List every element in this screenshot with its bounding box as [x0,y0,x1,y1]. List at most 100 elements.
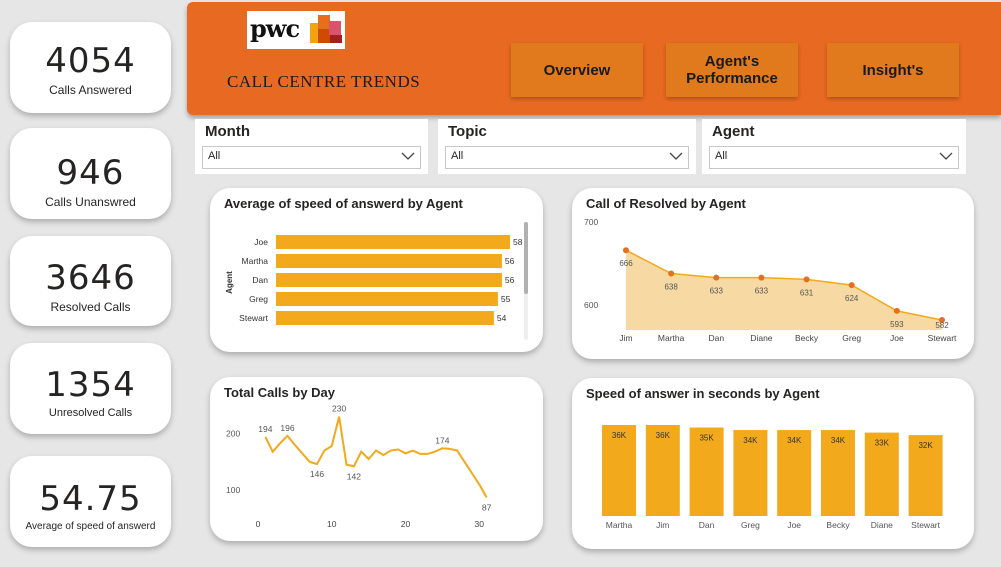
x-tick-label: Diane [750,333,772,343]
data-label: 582 [935,321,949,330]
x-tick-label: Stewart [911,520,940,530]
kpi-value: 4054 [45,41,136,81]
speed-by-agent-card: Average of speed of answerd by Agent Joe… [210,188,543,352]
data-label: 230 [332,404,346,414]
kpi-value: 54.75 [39,479,142,519]
x-tick-label: Stewart [928,333,957,343]
data-label: 36K [612,431,627,440]
chart-title: Speed of answer in seconds by Agent [586,386,820,401]
data-label: 34K [787,436,802,445]
bar [276,311,494,325]
x-tick-label: Jim [656,520,669,530]
bar [733,430,768,516]
slicer-title: Month [205,123,250,140]
slicer-title: Topic [448,123,487,140]
bar [689,427,724,516]
month-dropdown[interactable]: All [202,146,421,169]
bar [602,425,636,516]
y-tick-label: 600 [584,300,598,310]
data-label: 666 [619,259,633,268]
bar [276,235,510,249]
x-tick-label: Becky [826,520,850,530]
x-tick-label: 30 [475,519,485,529]
data-label: 633 [755,287,769,296]
pwc-logo: pwc [247,11,345,49]
bar [276,292,498,306]
x-tick-label: Diane [871,520,893,530]
area-fill [626,250,942,330]
chart-title: Total Calls by Day [224,385,336,400]
data-point [713,274,720,281]
x-tick-label: Becky [795,333,819,343]
calls-by-day-chart: 100 200 0 10 20 30 194 196 146 230 142 174 87 [226,404,492,529]
data-label: 56 [505,275,515,285]
speed-by-agent-chart: Joe 58 Martha 56 Dan 56 Greg 55 Stewart 54 Agent [225,222,528,340]
data-label: 34K [831,436,846,445]
data-point [803,276,810,283]
y-tick-label: 100 [226,485,240,495]
kpi-value: 3646 [45,258,136,298]
x-tick-label: 0 [256,519,261,529]
month-slicer: Month All [195,119,428,174]
data-label: 142 [347,471,361,481]
bar [645,425,680,516]
kpi-value: 1354 [45,365,136,405]
resolved-by-agent-chart: 600 700 666 Jim 638 Martha 633 Dan 633 Diane 631 Be… [584,217,957,343]
x-tick-label: 20 [401,519,411,529]
data-label: 35K [699,434,714,443]
nav-overview-button[interactable]: Overview [511,43,643,97]
data-point [893,307,900,314]
kpi-value: 946 [56,153,125,193]
logo-text: pwc [250,14,300,43]
data-label: 87 [482,502,492,512]
kpi-card-avg-speed: 54.75 Average of speed of answerd [10,456,171,547]
bar [777,430,812,516]
data-label: 633 [710,287,724,296]
x-tick-label: Joe [890,333,904,343]
calls-by-day-card: Total Calls by Day 100 200 0 10 20 30 194 196 14… [210,377,543,541]
chart-title: Call of Resolved by Agent [586,196,746,211]
data-label: 146 [310,469,324,479]
nav-agents-performance-button[interactable]: Agent's Performance [666,43,798,97]
chevron-down-icon [669,152,683,160]
x-tick-label: Greg [842,333,861,343]
x-tick-label: Martha [658,333,685,343]
bar [276,273,502,287]
x-tick-label: Dan [708,333,724,343]
data-label: 631 [800,288,814,297]
x-tick-label: 10 [327,519,337,529]
kpi-card-calls-answered: 4054 Calls Answered [10,22,171,113]
dropdown-value: All [451,150,464,162]
speed-seconds-by-agent-card: Speed of answer in seconds by Agent 36K M… [572,378,974,549]
y-tick-label: Stewart [239,313,268,323]
y-tick-label: Greg [249,294,268,304]
topic-slicer: Topic All [438,119,696,174]
header-banner: pwc CALL CENTRE TRENDS Overview Agent's … [187,2,1001,115]
data-label: 54 [497,313,507,323]
page-title: CALL CENTRE TRENDS [227,72,421,91]
slicer-title: Agent [712,123,755,140]
data-point [623,247,629,254]
topic-dropdown[interactable]: All [445,146,689,169]
data-label: 33K [875,439,890,448]
kpi-label: Average of speed of answerd [25,521,156,532]
bar [821,430,855,516]
nav-insights-button[interactable]: Insight's [827,43,959,97]
y-tick-label: 200 [226,429,240,439]
agent-slicer: Agent All [702,119,966,174]
data-label: 624 [845,294,859,303]
data-label: 638 [664,283,678,292]
chart-title: Average of speed of answerd by Agent [224,196,463,211]
series-line [625,249,943,321]
data-label: 174 [435,435,449,445]
x-tick-label: Greg [741,520,760,530]
agent-dropdown[interactable]: All [709,146,959,169]
data-point [758,274,765,281]
y-tick-label: Dan [252,275,268,285]
kpi-label: Calls Unanswred [45,195,136,209]
chevron-down-icon [939,152,953,160]
kpi-label: Resolved Calls [50,300,131,314]
x-tick-label: Martha [606,520,633,530]
speed-seconds-by-agent-chart: 36K Martha 36K Jim 35K Dan 34K Greg 34K Joe 34K Bec… [602,425,943,530]
dropdown-value: All [715,150,728,162]
